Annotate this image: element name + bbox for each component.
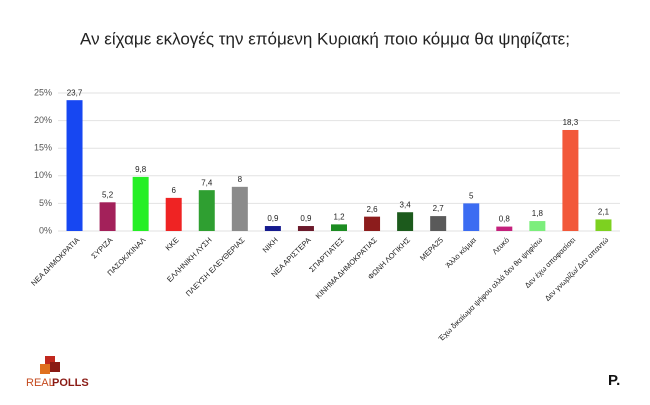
x-tick-label: ΣΥΡΙΖΑ — [89, 235, 114, 260]
value-label: 1,8 — [532, 209, 544, 218]
bar — [463, 203, 480, 231]
x-tick-label: Λευκό — [490, 235, 511, 256]
y-tick-label: 5% — [39, 198, 52, 208]
value-label: 2,7 — [433, 204, 445, 213]
value-label: 7,4 — [201, 178, 213, 187]
bar — [496, 226, 513, 231]
bar — [562, 129, 579, 231]
value-label: 2,6 — [366, 205, 378, 214]
value-label: 0,9 — [300, 214, 312, 223]
x-tick-label: ΚΙΝΗΜΑ ΔΗΜΟΚΡΑΤΙΑΣ — [314, 235, 379, 300]
bar — [430, 216, 447, 231]
bar — [66, 100, 83, 232]
logo-right: P. — [608, 372, 620, 389]
x-tick-label: ΝΕΑ ΔΗΜΟΚΡΑΤΙΑ — [29, 235, 81, 287]
x-tick-label: Δεν γνωρίζω/ Δεν απαντώ — [543, 235, 610, 302]
logo-block — [40, 364, 50, 374]
y-tick-label: 20% — [34, 115, 52, 125]
value-label: 9,8 — [135, 165, 147, 174]
logo-block — [45, 356, 55, 366]
chart-title: Αν είχαμε εκλογές την επόμενη Κυριακή πο… — [80, 29, 570, 48]
bar — [198, 190, 215, 231]
logo-text: REAL — [26, 377, 55, 389]
value-label: 3,4 — [400, 200, 412, 209]
y-tick-label: 15% — [34, 143, 52, 153]
value-label: 6 — [171, 186, 176, 195]
x-tick-label: ΠΛΕΥΣΗ ΕΛΕΥΘΕΡΙΑΣ — [184, 235, 247, 298]
x-tick-label: ΚΚΕ — [164, 235, 181, 252]
logo-block — [50, 362, 60, 372]
logo-left: REAL POLLS — [26, 356, 89, 389]
bar — [364, 216, 381, 231]
bar — [595, 219, 612, 231]
bar — [165, 197, 182, 231]
bar — [264, 226, 281, 231]
bar — [331, 224, 347, 231]
x-tick-label: Άλλο κόμμα — [444, 235, 479, 270]
logo-text: POLLS — [52, 377, 89, 389]
bar — [529, 221, 546, 231]
bar — [132, 176, 149, 231]
value-label: 0,9 — [267, 214, 279, 223]
value-label: 23,7 — [67, 88, 83, 97]
bar — [231, 186, 248, 231]
value-label: 5 — [469, 192, 474, 201]
y-tick-label: 0% — [39, 225, 52, 235]
value-label: 2,1 — [598, 208, 610, 217]
value-label: 0,8 — [499, 215, 511, 224]
value-label: 5,2 — [102, 190, 114, 199]
value-label: 18,3 — [563, 118, 579, 127]
bar — [297, 226, 314, 231]
x-tick-label: ΝΙΚΗ — [261, 235, 280, 254]
bar — [99, 202, 116, 231]
value-label: 1,2 — [333, 212, 345, 221]
y-tick-label: 25% — [34, 87, 52, 97]
value-label: 8 — [238, 175, 243, 184]
bar — [397, 212, 414, 231]
x-tick-label: ΜΕΡΑ25 — [418, 235, 445, 262]
y-tick-label: 10% — [34, 170, 52, 180]
